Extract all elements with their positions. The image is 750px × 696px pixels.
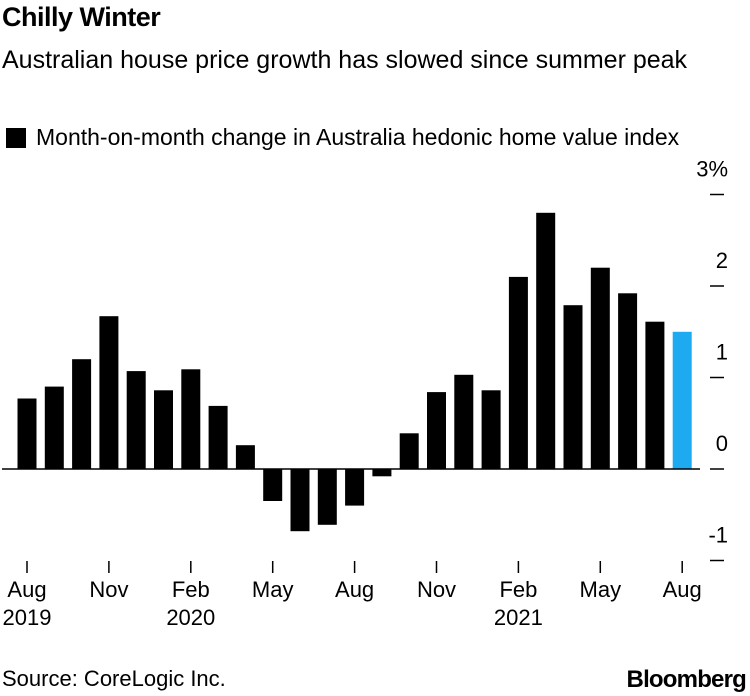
bar-3 <box>99 316 119 469</box>
legend: Month-on-month change in Australia hedon… <box>6 124 679 151</box>
bar-12 <box>345 469 365 506</box>
bar-11 <box>317 469 337 525</box>
bar-14 <box>399 433 419 469</box>
legend-swatch <box>6 127 26 148</box>
legend-label: Month-on-month change in Australia hedon… <box>36 124 680 150</box>
bar-20 <box>563 305 583 469</box>
bar-5 <box>154 390 173 469</box>
x-tick-label-6: Feb <box>499 577 537 602</box>
x-tick-label-1: Nov <box>89 577 128 602</box>
bar-15 <box>427 392 446 469</box>
bar-9 <box>263 469 283 501</box>
x-tick-year-label-6: 2021 <box>494 605 543 630</box>
bar-0 <box>17 398 37 469</box>
bar-23 <box>645 321 665 469</box>
x-tick-label-7: May <box>580 577 622 602</box>
y-tick-label-4: 3% <box>696 157 728 182</box>
bar-13 <box>372 469 392 477</box>
source-note: Source: CoreLogic Inc. <box>2 666 226 691</box>
x-tick-label-4: Aug <box>335 577 374 602</box>
chart-subtitle: Australian house price growth has slowed… <box>2 46 688 74</box>
x-tick-label-8: Aug <box>663 577 702 602</box>
y-tick-label-0: -1 <box>708 523 728 548</box>
x-tick-label-2: Feb <box>172 577 210 602</box>
bar-4 <box>126 371 146 469</box>
x-tick-label-3: May <box>252 577 294 602</box>
bar-1 <box>44 386 64 469</box>
bar-18 <box>508 276 528 470</box>
x-tick-year-label-2: 2020 <box>166 605 215 630</box>
y-tick-label-3: 2 <box>716 248 728 273</box>
chart-title: Chilly Winter <box>2 2 161 32</box>
bar-19 <box>536 212 556 470</box>
y-tick-label-1: 0 <box>716 431 728 456</box>
bar-16 <box>454 374 474 469</box>
bar-22 <box>618 293 638 469</box>
bar-8 <box>235 445 255 469</box>
bar-17 <box>481 390 501 469</box>
bloomberg-logo: Bloomberg <box>626 666 747 693</box>
bar-7 <box>208 405 228 469</box>
bar-24 <box>672 331 692 470</box>
x-tick-label-0: Aug <box>7 577 46 602</box>
bar-2 <box>72 359 92 469</box>
bar-21 <box>590 267 610 469</box>
bar-10 <box>290 469 310 532</box>
y-tick-label-2: 1 <box>716 340 728 365</box>
bar-6 <box>181 369 201 469</box>
x-tick-year-label-0: 2019 <box>3 605 52 630</box>
x-tick-label-5: Nov <box>417 577 456 602</box>
